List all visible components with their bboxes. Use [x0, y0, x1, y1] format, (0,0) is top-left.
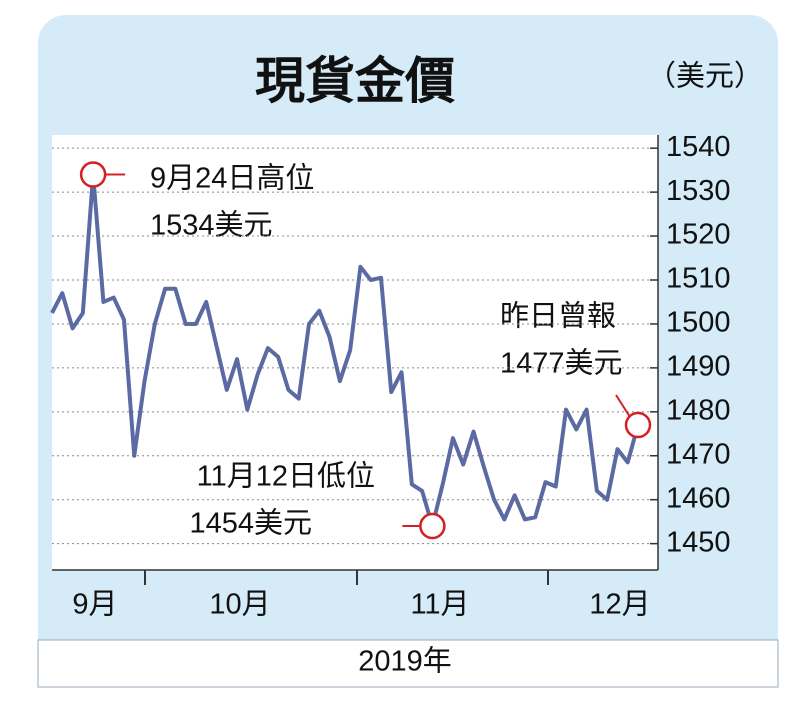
y-tick-label: 1470 — [666, 438, 731, 470]
y-tick-label: 1450 — [666, 526, 731, 558]
annotation: 11月12日低位 — [197, 460, 375, 493]
y-tick-label: 1540 — [666, 131, 731, 163]
y-tick-label: 1490 — [666, 351, 731, 383]
x-tick-label: 9月 — [72, 589, 117, 621]
x-tick-label: 10月 — [209, 589, 270, 621]
annotation: 昨日曾報 — [500, 300, 616, 333]
price-line — [50, 172, 640, 529]
y-tick-label: 1520 — [666, 219, 731, 251]
chart-title: 現貨金價 — [255, 53, 455, 109]
y-tick-label: 1530 — [666, 175, 731, 207]
x-axis-label: 2019年 — [358, 645, 452, 678]
y-tick-label: 1460 — [666, 482, 731, 514]
annotation-leader — [615, 394, 631, 418]
unit-label: （美元） — [647, 60, 763, 93]
year-strip — [37, 639, 779, 688]
annotation: 1477美元 — [500, 347, 623, 380]
annotation: 9月24日高位 — [150, 162, 314, 195]
annotation: 1454美元 — [189, 507, 312, 540]
annotation-marker — [624, 411, 652, 439]
annotation-marker — [79, 161, 107, 188]
x-tick-label: 12月 — [589, 589, 650, 621]
x-tick-label: 11月 — [410, 589, 469, 621]
annotation: 1534美元 — [150, 209, 273, 242]
annotation-marker — [419, 512, 446, 540]
plot-area — [52, 135, 658, 570]
y-tick-label: 1500 — [666, 307, 731, 339]
y-tick-label: 1510 — [666, 263, 731, 295]
y-tick-label: 1480 — [666, 394, 731, 426]
